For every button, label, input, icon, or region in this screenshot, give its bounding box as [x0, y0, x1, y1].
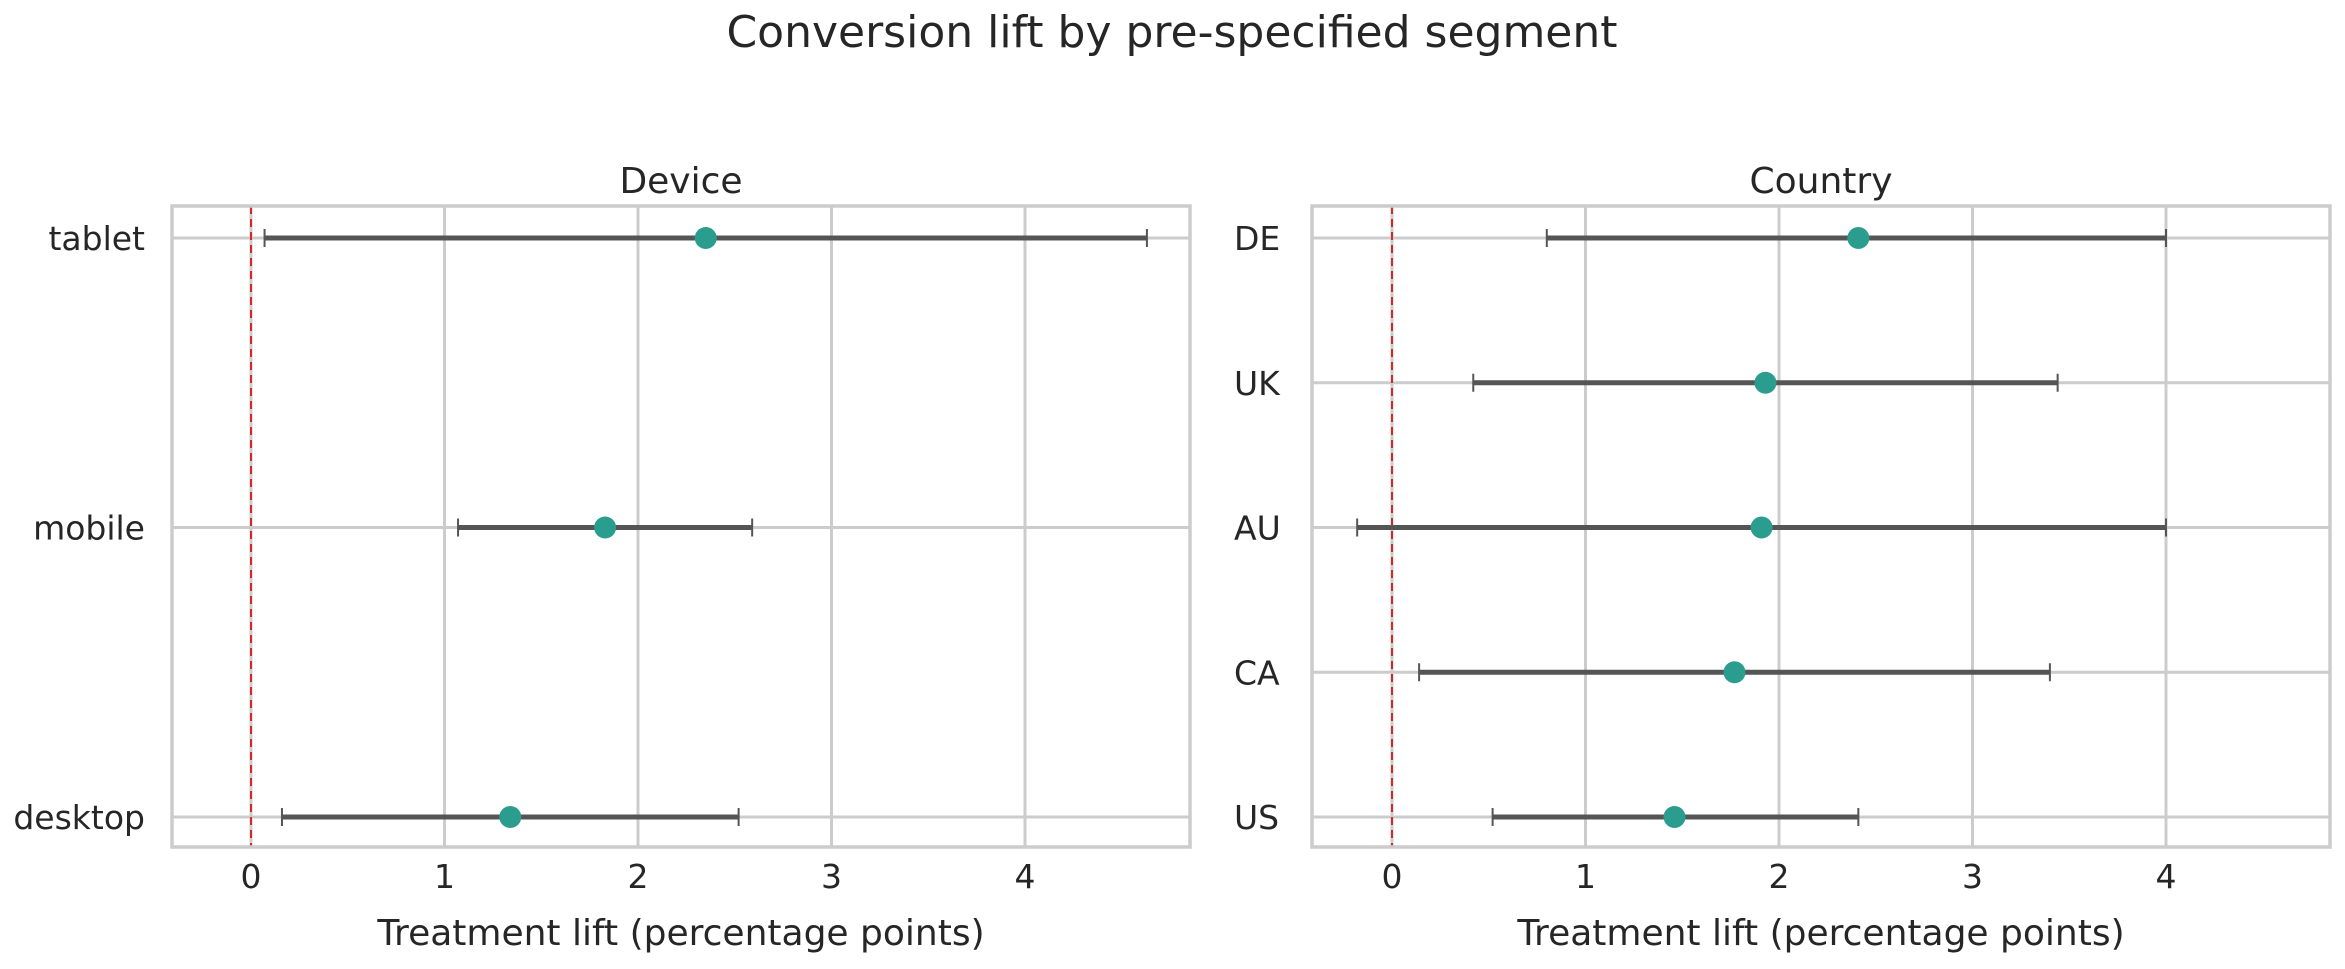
point-estimate [499, 806, 522, 828]
point-estimate [694, 227, 717, 249]
chart-panels: tablet mobile desktop 0 1 2 3 4 Device Treatment … [13, 161, 2332, 954]
panel-title: Device [619, 161, 742, 202]
x-tick-label: 2 [628, 857, 649, 896]
y-tick-label: AU [1234, 509, 1281, 548]
y-tick-label: UK [1234, 364, 1281, 403]
axes-frame [1310, 204, 2332, 849]
point-estimate [1750, 516, 1773, 539]
x-tick-label: 4 [1015, 857, 1036, 896]
y-tick-label: DE [1234, 219, 1280, 258]
y-tick-label: desktop [13, 798, 145, 837]
x-tick-label: 3 [1962, 857, 1983, 896]
x-axis-label: Treatment lift (percentage points) [376, 913, 984, 954]
x-tick-label: 2 [1769, 857, 1790, 896]
point-estimate [1847, 227, 1870, 249]
point-estimate [594, 516, 617, 539]
x-tick-label: 1 [1575, 857, 1596, 896]
figure-title: Conversion lift by pre-specified segment [726, 7, 1617, 58]
x-axis-label: Treatment lift (percentage points) [1516, 913, 2124, 954]
x-tick-label: 0 [1382, 857, 1403, 896]
y-tick-label: mobile [33, 509, 145, 548]
y-tick-label: US [1234, 798, 1279, 837]
panel-title: Country [1749, 161, 1892, 202]
panel-device: tablet mobile desktop 0 1 2 3 4 Device Treatment … [13, 161, 1192, 954]
point-estimate [1663, 806, 1686, 828]
x-tick-label: 4 [2156, 857, 2177, 896]
point-estimate [1754, 371, 1777, 394]
x-tick-label: 0 [241, 857, 262, 896]
panel-country: DE UK AU CA US 0 1 2 3 4 Country Treatment lift (pe… [1234, 161, 2332, 954]
y-tick-label: CA [1234, 653, 1280, 692]
x-tick-label: 1 [434, 857, 455, 896]
point-estimate [1723, 661, 1746, 684]
x-tick-label: 3 [821, 857, 842, 896]
y-tick-label: tablet [48, 219, 145, 258]
axes-frame [170, 204, 1192, 849]
